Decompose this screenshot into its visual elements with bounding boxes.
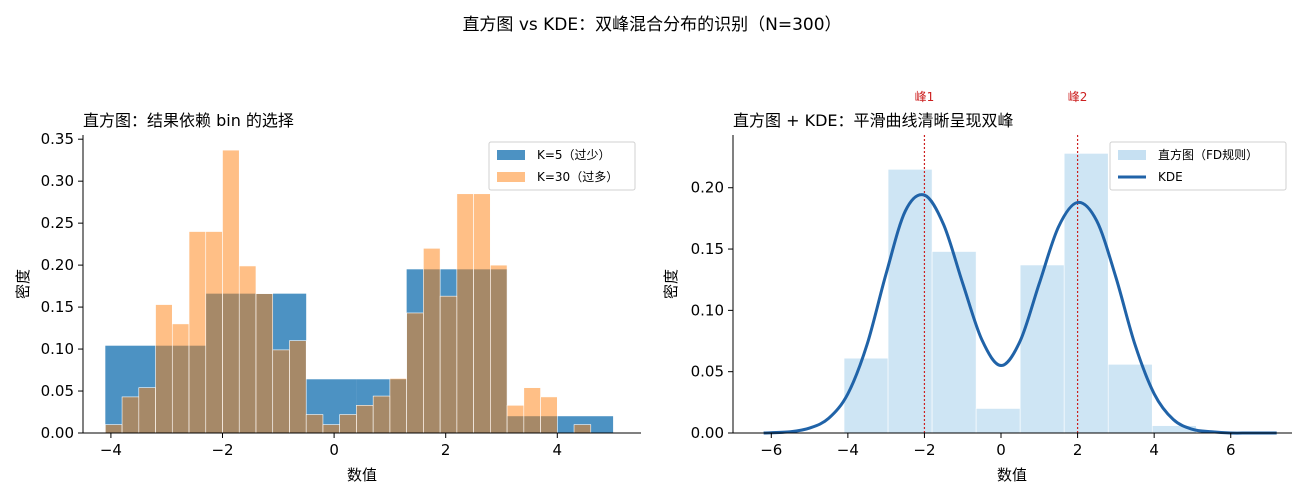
right-x-label: 数值 [997,466,1027,484]
left-legend-box [488,141,636,191]
x-tick-label: −2 [211,441,233,459]
x-tick-label: −6 [760,441,782,459]
left-legend: K=5（过少） K=30（过多） [488,141,636,191]
k30-bar [456,193,474,434]
k30-bar [305,414,324,434]
right-y-ticks: 0.00 0.05 0.10 0.15 0.20 [691,179,733,442]
y-tick-label: 0.35 [41,130,74,148]
k30-bar [523,387,541,434]
k30-bar [289,340,307,434]
x-tick-label: 4 [1149,441,1159,459]
peak-markers: 峰1 峰2 [915,90,1088,433]
x-tick-label: −4 [100,441,122,459]
legend-swatch-k30 [497,172,525,182]
fd-bar [975,408,1021,434]
k30-bar [188,231,207,434]
k30-histogram [105,149,592,434]
y-tick-label: 0.00 [41,424,74,442]
k30-bar [272,349,290,434]
x-tick-label: 6 [1226,441,1236,459]
k30-bar [540,396,558,434]
fd-bar [1019,264,1065,434]
x-tick-label: 2 [441,441,451,459]
k30-bar [473,193,491,434]
y-tick-label: 0.10 [41,340,74,358]
y-tick-label: 0.20 [41,256,74,274]
peak-label: 峰2 [1068,90,1088,104]
left-y-ticks: 0.00 0.05 0.10 0.15 0.20 0.25 0.30 0.35 [41,130,83,442]
y-tick-label: 0.05 [691,363,724,381]
fd-histogram [843,153,1197,434]
legend-swatch-k5 [497,150,525,160]
y-tick-label: 0.20 [691,179,724,197]
peak-label: 峰1 [915,90,935,104]
k30-bar [506,404,525,434]
left-x-ticks: −4 −2 0 2 4 [100,433,562,459]
k30-bar [105,424,123,434]
k30-bar [490,264,508,434]
y-tick-label: 0.25 [41,214,74,232]
k30-bar [238,265,257,434]
kde-curve [763,193,1277,435]
right-legend-box [1109,141,1287,191]
y-tick-label: 0.10 [691,301,724,319]
fd-bar [1063,153,1109,434]
right-panel-title: 直方图 + KDE：平滑曲线清晰呈现双峰 [733,111,1014,130]
y-tick-label: 0.15 [41,298,74,316]
x-tick-label: 2 [1073,441,1083,459]
legend-label-histogram: 直方图（FD规则） [1158,147,1258,162]
fd-bar [843,357,889,434]
right-panel: 直方图 + KDE：平滑曲线清晰呈现双峰 峰1 峰2 −6 −4 −2 0 2 4 6 0.0… [662,90,1292,484]
legend-label-k30: K=30（过多） [537,170,618,184]
x-tick-label: −2 [913,441,935,459]
y-tick-label: 0.00 [691,424,724,442]
k30-bar [155,304,173,434]
x-tick-label: −4 [837,441,859,459]
k30-bar [389,378,407,434]
y-tick-label: 0.30 [41,172,74,190]
k30-bar [322,424,340,434]
x-tick-label: 0 [329,441,339,459]
figure-title: 直方图 vs KDE：双峰混合分布的识别（N=300） [462,15,842,35]
left-x-label: 数值 [347,466,377,484]
k30-bar [121,396,140,434]
left-y-label: 密度 [14,269,32,299]
k30-bar [356,404,374,434]
legend-swatch-histogram [1118,150,1146,160]
k30-bar [255,293,274,434]
left-panel: 直方图：结果依赖 bin 的选择 −4 −2 0 2 4 0.00 0.05 0.10 0.1… [14,111,641,484]
y-tick-label: 0.15 [691,240,724,258]
fd-bar [887,169,933,434]
x-tick-label: 4 [553,441,563,459]
right-y-label: 密度 [662,269,680,299]
y-tick-label: 0.05 [41,382,74,400]
right-legend: 直方图（FD规则） KDE [1109,141,1287,191]
k30-bar [205,231,223,434]
k30-bar [573,424,592,434]
k30-bar [406,312,424,434]
x-tick-label: 0 [996,441,1006,459]
fd-bar [931,251,977,434]
k30-bar [171,323,190,434]
k30-bar [423,248,441,434]
right-x-ticks: −6 −4 −2 0 2 4 6 [760,433,1236,459]
k30-bar [339,414,357,434]
k30-bar [372,395,391,434]
legend-label-k5: K=5（过少） [537,148,611,162]
k30-bar [138,387,156,434]
legend-label-kde: KDE [1158,170,1183,184]
k30-bar [439,295,458,434]
left-panel-title: 直方图：结果依赖 bin 的选择 [83,111,294,130]
k30-bar [222,149,240,434]
